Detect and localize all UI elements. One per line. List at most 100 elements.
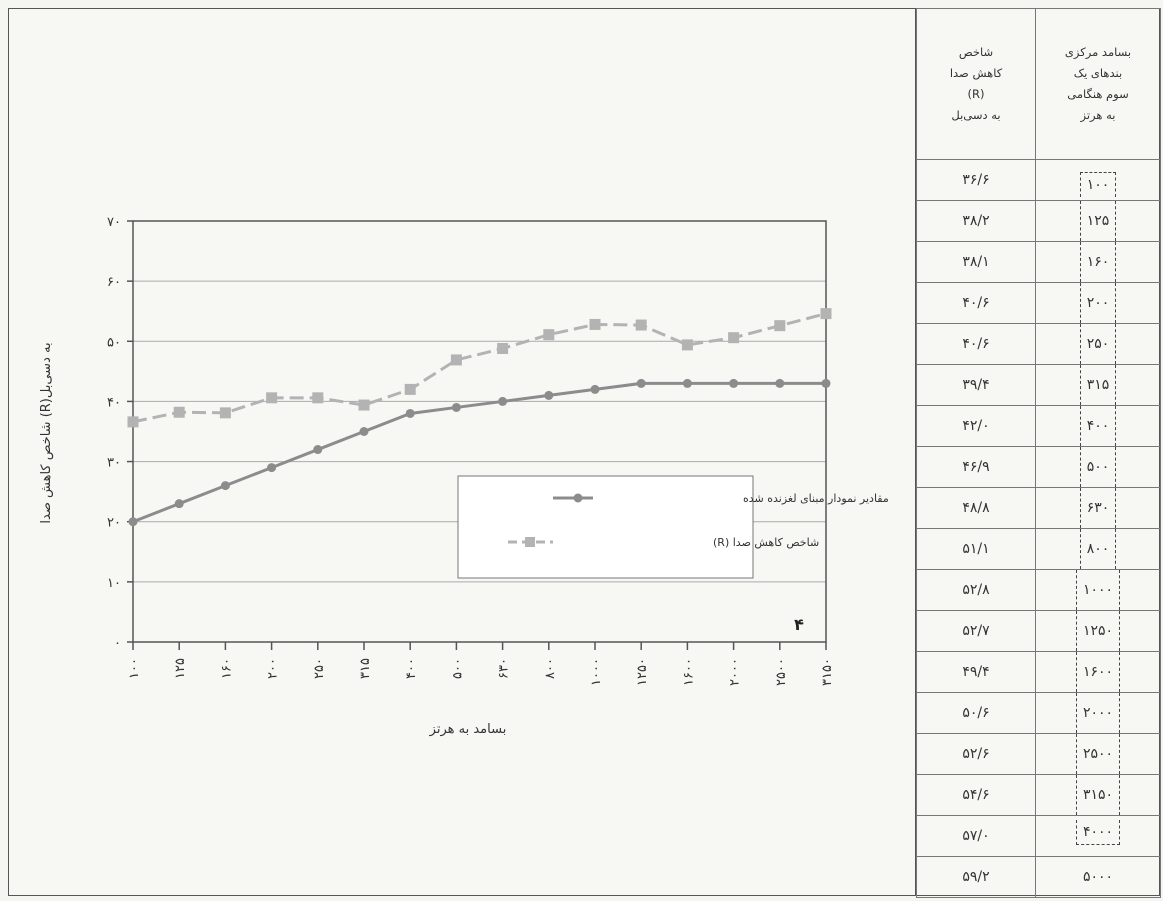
header-freq-line: بسامد مرکزی: [1064, 45, 1132, 59]
r-value-cell: ۴۹/۴: [916, 651, 1036, 693]
data-point-square: [635, 319, 647, 331]
frequency-value: ۲۰۰۰: [1075, 693, 1121, 733]
frequency-value: ۲۰۰: [1079, 283, 1117, 323]
r-value-cell: ۴۸/۸: [916, 487, 1036, 529]
r-value-cell: ۳۸/۲: [916, 200, 1036, 242]
data-point-square: [219, 407, 231, 419]
x-tick-label: ۲۵۰: [312, 658, 327, 679]
data-point-circle: [174, 499, 184, 509]
header-freq-line: بندهای یک: [1073, 66, 1123, 80]
r-value-cell: ۵۷/۰: [916, 815, 1036, 857]
table-row: ۴۰/۶ ۲۵۰: [916, 323, 1161, 365]
header-r-line: کاهش صدا: [949, 66, 1003, 80]
frequency-value: ۱۰۰۰: [1075, 570, 1121, 610]
frequency-value: ۳۱۵۰: [1075, 775, 1121, 815]
r-value-cell: ۵۲/۶: [916, 733, 1036, 775]
frequency-value: ۵۰۰: [1079, 447, 1117, 487]
data-point-circle: [128, 517, 138, 527]
data-point-square: [589, 318, 601, 330]
table-header-row: شاخص کاهش صدا (R) به دسی‌بل بسامد مرکزی …: [916, 8, 1161, 160]
data-point-square: [681, 339, 693, 351]
r-value-cell: ۴۰/۶: [916, 282, 1036, 324]
data-point-square: [543, 329, 555, 341]
x-tick-label: ۱۶۰: [219, 658, 234, 679]
data-point-circle: [544, 390, 554, 400]
r-value-cell: ۵۲/۸: [916, 569, 1036, 611]
series-layer: [127, 308, 832, 527]
y-tick-label: ۱۰: [107, 576, 121, 591]
y-tick-label: ۷۰: [107, 215, 121, 230]
y-tick-label: ۶۰: [107, 275, 121, 290]
table-row: ۵۲/۶ ۲۵۰۰: [916, 733, 1161, 775]
y-axis-title: شاخص کاهش صدا (R)به دسی‌بل: [39, 342, 54, 523]
y-tick-label: ۳۰: [107, 456, 121, 471]
frequency-cell: ۶۳۰: [1035, 487, 1161, 529]
table-row: ۴۲/۰ ۴۰۰: [916, 405, 1161, 447]
frequency-cell: ۱۶۰: [1035, 241, 1161, 283]
frequency-cell: ۲۰۰: [1035, 282, 1161, 324]
table-row: ۵۲/۸ ۱۰۰۰: [916, 569, 1161, 611]
x-tick-label: ۸۰۰: [543, 658, 558, 679]
frequency-value: ۱۶۰۰: [1075, 652, 1121, 692]
frequency-value: ۱۰۰: [1079, 171, 1117, 197]
data-point-square: [774, 320, 786, 332]
header-r-line: شاخص: [958, 45, 994, 59]
panel-number: ۴: [794, 615, 804, 634]
header-r-line: به دسی‌بل: [951, 108, 1001, 122]
table-row: ۵۴/۶ ۳۱۵۰: [916, 774, 1161, 816]
y-tick-label: ۵۰: [107, 335, 121, 350]
data-point-circle: [405, 408, 415, 418]
frequency-cell: ۲۵۰۰: [1035, 733, 1161, 775]
legend-label-1: مقادیر نمودار مبنای لغزنده شده: [743, 492, 889, 505]
r-value-cell: ۴۶/۹: [916, 446, 1036, 488]
frequency-value: ۸۰۰: [1079, 529, 1117, 569]
frequency-value: ۳۱۵: [1079, 365, 1117, 405]
data-point-square: [450, 354, 462, 366]
data-point-square: [173, 406, 185, 418]
frequency-value: ۲۵۰: [1079, 324, 1117, 364]
x-tick-label: ۱۲۵۰: [635, 658, 650, 686]
legend-marker-circle: [573, 493, 583, 503]
frequency-cell: ۲۵۰: [1035, 323, 1161, 365]
header-r-cell: شاخص کاهش صدا (R) به دسی‌بل: [916, 8, 1036, 160]
header-r-line: (R): [967, 87, 985, 101]
table-row: ۵۹/۲ ۵۰۰۰: [916, 856, 1161, 898]
data-point-circle: [498, 396, 508, 406]
x-tick-label: ۶۳۰: [497, 658, 512, 679]
table-body: ۳۶/۶ ۱۰۰ ۳۸/۲ ۱۲۵ ۳۸/۱ ۱۶۰ ۴۰/۶ ۲۰۰ ۴۰/۶ ۲۵۰ ۳۹/۴ ۳…: [916, 159, 1161, 898]
frequency-value: ۴۰۰: [1079, 406, 1117, 446]
frequency-value: ۱۲۵: [1079, 201, 1117, 241]
header-freq-cell: بسامد مرکزی بندهای یک سوم هنگامی به هرتز: [1035, 8, 1161, 160]
y-tick-label: ۰: [114, 636, 121, 651]
data-point-square: [497, 343, 509, 355]
frequency-value: ۴۰۰۰: [1075, 819, 1121, 845]
r-value-cell: ۳۹/۴: [916, 364, 1036, 406]
y-axis-ticks: ۰ ۱۰ ۲۰ ۳۰ ۴۰ ۵۰ ۶۰ ۷۰: [107, 215, 133, 651]
legend-marker-square: [525, 537, 535, 547]
data-point-circle: [267, 463, 277, 473]
frequency-cell: ۳۱۵۰: [1035, 774, 1161, 816]
table-row: ۳۸/۱ ۱۶۰: [916, 241, 1161, 283]
axes: [132, 220, 827, 643]
x-tick-label: ۱۲۵: [173, 658, 188, 679]
r-value-cell: ۵۹/۲: [916, 856, 1036, 898]
table-row: ۴۸/۸ ۶۳۰: [916, 487, 1161, 529]
data-point-square: [358, 399, 370, 411]
data-point-circle: [451, 402, 461, 412]
frequency-cell: ۱۶۰۰: [1035, 651, 1161, 693]
legend: مقادیر نمودار مبنای لغزنده شده شاخص کاهش…: [457, 475, 889, 579]
legend-label-2: شاخص کاهش صدا (R): [713, 536, 819, 549]
r-value-cell: ۳۶/۶: [916, 159, 1036, 201]
data-point-circle: [775, 378, 785, 388]
chart-panel: ۰ ۱۰ ۲۰ ۳۰ ۴۰ ۵۰ ۶۰ ۷۰ ۱۰۰ ۱۲۵ ۱۶۰ ۲۰۰ ۲۵۰ ۳۱۵ ۴۰۰ ۵۰۰…: [8, 8, 916, 896]
table-row: ۵۱/۱ ۸۰۰: [916, 528, 1161, 570]
data-point-circle: [590, 384, 600, 394]
frequency-cell: ۴۰۰۰: [1035, 815, 1161, 857]
data-point-circle: [359, 427, 369, 436]
frequency-value: ۱۲۵۰: [1075, 611, 1121, 651]
data-point-square: [266, 392, 278, 404]
data-table: شاخص کاهش صدا (R) به دسی‌بل بسامد مرکزی …: [916, 8, 1161, 898]
x-tick-label: ۴۰۰: [404, 658, 419, 679]
x-tick-label: ۵۰۰: [450, 658, 465, 679]
series-line-2: [132, 312, 827, 424]
